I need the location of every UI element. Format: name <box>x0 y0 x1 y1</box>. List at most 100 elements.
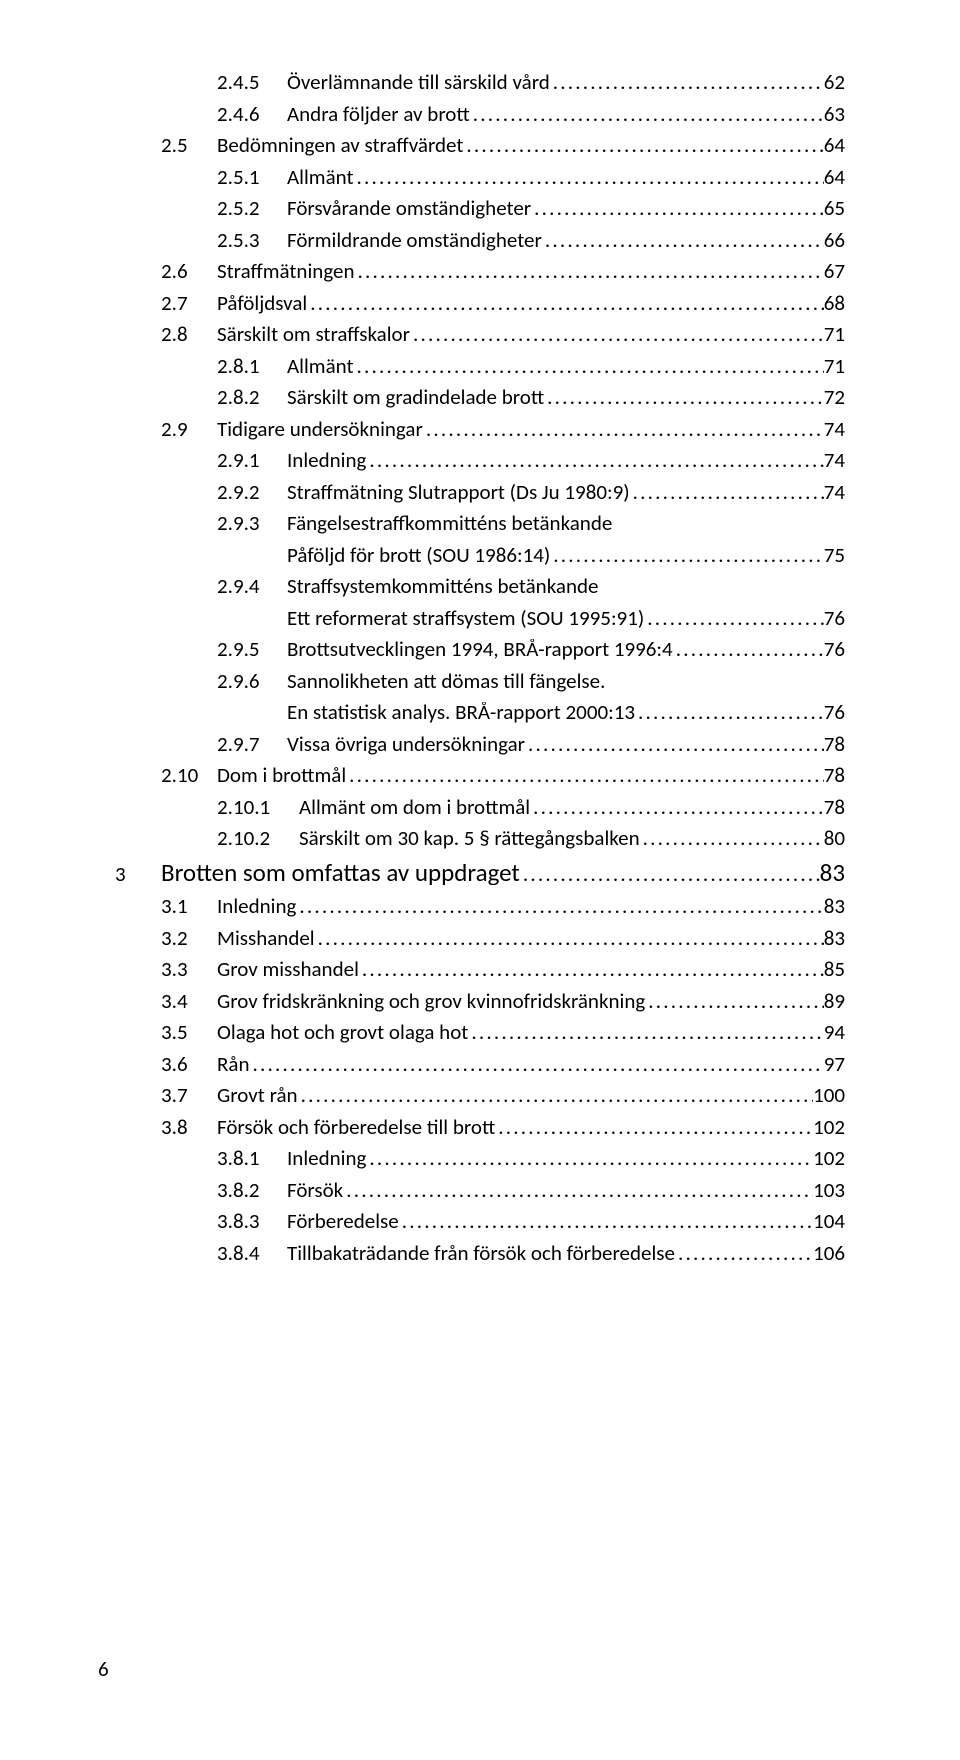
toc-section-number: 2.10.1 <box>217 797 299 818</box>
toc-leader: ........................................… <box>298 1085 813 1106</box>
toc-row: 3.8Försök och förberedelse till brott...… <box>115 1117 845 1138</box>
toc-row: 2.9Tidigare undersökningar..............… <box>115 419 845 440</box>
toc-leader: ........................................… <box>250 1054 824 1075</box>
toc-section-number: 2.5.2 <box>217 198 287 219</box>
toc-section-number: 2.5 <box>161 135 217 156</box>
toc-label: Överlämnande till särskild vård <box>287 72 550 93</box>
toc-leader: ........................................… <box>673 639 824 660</box>
toc-page-ref: 65 <box>824 198 845 219</box>
toc-leader: ........................................… <box>525 734 824 755</box>
toc-section-number: 3.6 <box>161 1054 217 1075</box>
toc-leader: ........................................… <box>640 828 824 849</box>
toc-label: Straffmätningen <box>217 261 355 282</box>
toc-row: 3.3Grov misshandel......................… <box>115 959 845 980</box>
toc-page-ref: 74 <box>824 419 845 440</box>
toc-page-ref: 71 <box>824 356 845 377</box>
toc-label: Inledning <box>217 896 296 917</box>
toc-label: Brotten som omfattas av uppdraget <box>161 860 520 885</box>
toc-row: 2.5.3Förmildrande omständigheter........… <box>115 230 845 251</box>
toc-page-ref: 83 <box>824 928 845 949</box>
toc-label: Allmänt <box>287 167 354 188</box>
toc-leader: ........................................… <box>366 1148 813 1169</box>
toc-leader: ........................................… <box>354 356 824 377</box>
toc-label: Grov misshandel <box>217 959 359 980</box>
toc-page-ref: 78 <box>824 765 845 786</box>
toc-section-number: 2.8 <box>161 324 217 345</box>
toc-label: Allmänt om dom i brottmål <box>299 797 530 818</box>
toc-section-number: 2.10.2 <box>217 828 299 849</box>
toc-leader: ........................................… <box>354 167 824 188</box>
toc-label: Försök <box>287 1180 343 1201</box>
toc-row: 2.9.7Vissa övriga undersökningar........… <box>115 734 845 755</box>
toc-leader: ........................................… <box>495 1117 813 1138</box>
toc-section-number: 3.1 <box>161 896 217 917</box>
toc-row: 3.4Grov fridskränkning och grov kvinnofr… <box>115 991 845 1012</box>
toc-row: 2.10Dom i brottmål......................… <box>115 765 845 786</box>
toc-leader: ........................................… <box>675 1243 813 1264</box>
toc-label: Olaga hot och grovt olaga hot <box>217 1022 468 1043</box>
toc-section-number: 3.8.2 <box>217 1180 287 1201</box>
toc-label: Inledning <box>287 1148 366 1169</box>
toc-leader: ........................................… <box>307 293 823 314</box>
toc-label: Straffmätning Slutrapport (Ds Ju 1980:9) <box>287 482 630 503</box>
toc-section-number: 2.5.1 <box>217 167 287 188</box>
toc-page-ref: 97 <box>824 1054 845 1075</box>
toc-label: Allmänt <box>287 356 354 377</box>
toc-section-number: 3 <box>115 864 161 885</box>
toc-section-number: 2.7 <box>161 293 217 314</box>
toc-page-ref: 78 <box>824 734 845 755</box>
toc-label: Inledning <box>287 450 366 471</box>
toc-row: En statistisk analys. BRÅ-rapport 2000:1… <box>115 702 845 723</box>
toc-page-ref: 80 <box>824 828 845 849</box>
toc-page-ref: 67 <box>824 261 845 282</box>
toc-section-number: 2.4.6 <box>217 104 287 125</box>
toc-page-ref: 83 <box>820 860 845 885</box>
toc-row: 3.6Rån .................................… <box>115 1054 845 1075</box>
toc-row: 2.9.1Inledning..........................… <box>115 450 845 471</box>
toc-row: 2.9.4Straffsystemkommitténs betänkande <box>115 576 845 597</box>
toc-section-number: 3.5 <box>161 1022 217 1043</box>
toc-label: Grov fridskränkning och grov kvinnofrids… <box>217 991 645 1012</box>
toc-page-ref: 66 <box>824 230 845 251</box>
toc-label: Straffsystemkommitténs betänkande <box>287 576 598 597</box>
toc-leader: ........................................… <box>544 387 824 408</box>
toc-section-number: 2.9.7 <box>217 734 287 755</box>
toc-row: 3.7Grovt rån............................… <box>115 1085 845 1106</box>
toc-page-ref: 74 <box>824 450 845 471</box>
toc-label: Särskilt om straffskalor <box>217 324 410 345</box>
toc-section-number: 2.8.1 <box>217 356 287 377</box>
toc-row: 3.5Olaga hot och grovt olaga hot........… <box>115 1022 845 1043</box>
toc-page-ref: 62 <box>824 72 845 93</box>
toc-section-number: 2.5.3 <box>217 230 287 251</box>
toc-section-number: 2.4.5 <box>217 72 287 93</box>
toc-row: 3.8.2Försök.............................… <box>115 1180 845 1201</box>
toc-section-number: 2.9.6 <box>217 671 287 692</box>
toc-section-number: 2.9.3 <box>217 513 287 534</box>
toc-row: 3.8.4Tillbakaträdande från försök och fö… <box>115 1243 845 1264</box>
toc-section-number: 3.8.1 <box>217 1148 287 1169</box>
toc-row: 2.4.6Andra följder av brott.............… <box>115 104 845 125</box>
toc-label: Brottsutvecklingen 1994, BRÅ-rapport 199… <box>287 639 673 660</box>
toc-leader: ........................................… <box>315 928 824 949</box>
toc-label: Särskilt om gradindelade brott <box>287 387 544 408</box>
toc-leader: ........................................… <box>346 765 824 786</box>
toc-row: 2.8.1Allmänt............................… <box>115 356 845 377</box>
toc-row: 2.10.1Allmänt om dom i brottmål.........… <box>115 797 845 818</box>
toc-leader: ........................................… <box>550 545 823 566</box>
toc-row: 3.1Inledning............................… <box>115 896 845 917</box>
toc-label: Grovt rån <box>217 1085 298 1106</box>
toc-page-ref: 71 <box>824 324 845 345</box>
toc-row: Påföljd för brott (SOU 1986:14).........… <box>115 545 845 566</box>
toc-label: Bedömningen av straffvärdet <box>217 135 463 156</box>
toc-page-ref: 78 <box>824 797 845 818</box>
toc-page-ref: 68 <box>824 293 845 314</box>
toc-row: 2.9.6Sannolikheten att dömas till fängel… <box>115 671 845 692</box>
toc-page-ref: 85 <box>824 959 845 980</box>
toc-leader: ........................................… <box>355 261 824 282</box>
toc-row: 2.8.2Särskilt om gradindelade brott.....… <box>115 387 845 408</box>
toc-page-ref: 100 <box>813 1085 845 1106</box>
toc-section-number: 2.9.2 <box>217 482 287 503</box>
toc-label: Påföljdsval <box>217 293 307 314</box>
toc-section-number: 3.3 <box>161 959 217 980</box>
toc-page-ref: 94 <box>824 1022 845 1043</box>
